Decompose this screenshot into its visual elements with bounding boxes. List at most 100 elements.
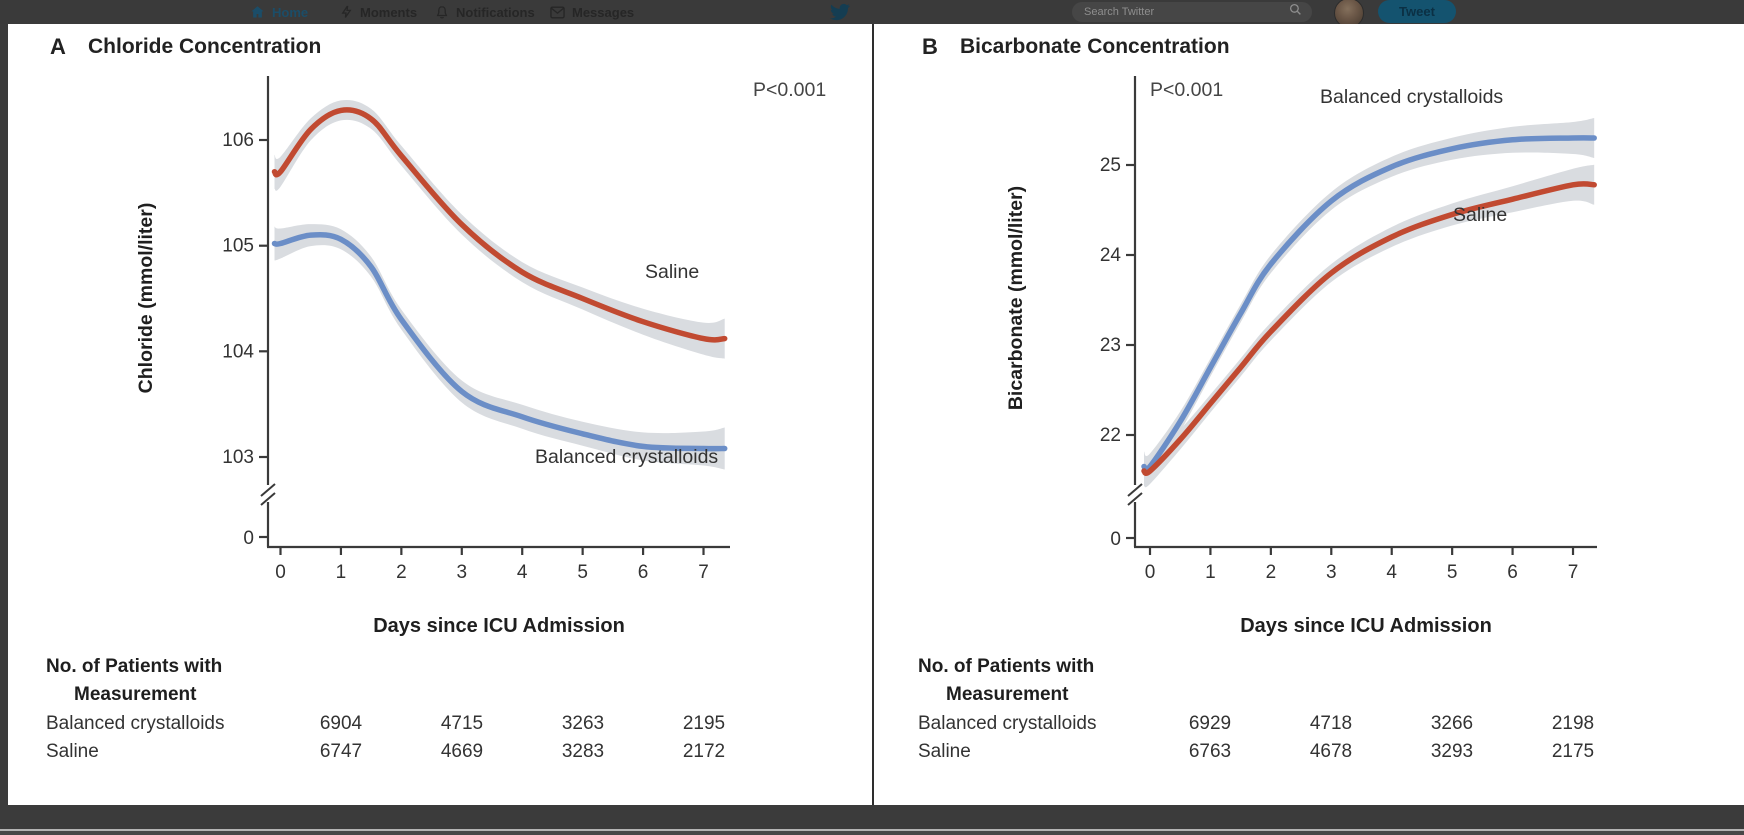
x-tick-label: 4 xyxy=(1386,562,1397,583)
y-tick-label: 22 xyxy=(1100,425,1121,446)
figure-left-margin xyxy=(0,24,8,805)
figure-image: A Chloride Concentration B Bicarbonate C… xyxy=(0,24,1744,835)
y-axis-title: Bicarbonate (mmol/liter) xyxy=(1005,186,1027,410)
y-tick-label: 103 xyxy=(222,447,254,468)
nav-item-messages[interactable]: Messages xyxy=(550,0,634,24)
ci-band-saline xyxy=(274,99,725,359)
table-row-label: Saline xyxy=(46,741,99,762)
curve-saline xyxy=(1141,180,1597,477)
patients-header-line1-b: No. of Patients with xyxy=(918,656,1095,677)
x-tick-label: 2 xyxy=(1266,562,1277,583)
nav-item-label: Moments xyxy=(360,4,418,20)
twitter-logo-icon[interactable] xyxy=(830,2,851,22)
patients-header-line2-a: Measurement xyxy=(74,684,197,705)
x-axis-title: Days since ICU Admission xyxy=(373,615,625,637)
x-tick-label: 7 xyxy=(698,562,709,583)
x-tick-label: 3 xyxy=(1326,562,1337,583)
table-cell: 3263 xyxy=(561,713,605,734)
panel-divider xyxy=(872,24,874,805)
x-tick-label: 0 xyxy=(275,562,286,583)
table-cell: 6904 xyxy=(319,713,363,734)
table-cell: 3293 xyxy=(1430,741,1474,762)
x-tick-label: 5 xyxy=(577,562,588,583)
messages-icon xyxy=(550,6,565,19)
x-tick-label: 1 xyxy=(336,562,347,583)
table-cell: 2175 xyxy=(1551,741,1595,762)
table-cell: 6763 xyxy=(1188,741,1232,762)
table-cell: 4669 xyxy=(440,741,484,762)
search-input[interactable] xyxy=(1082,5,1289,19)
x-axis-title: Days since ICU Admission xyxy=(1240,615,1492,637)
curve-saline xyxy=(271,107,728,343)
table-cell: 4678 xyxy=(1309,741,1353,762)
home-icon xyxy=(250,5,265,19)
table-cell: 2195 xyxy=(682,713,726,734)
y-tick-label: 25 xyxy=(1100,155,1121,176)
curve-label-balanced-crystalloids: Balanced crystalloids xyxy=(1320,86,1503,108)
x-tick-label: 6 xyxy=(638,562,649,583)
y-tick-label: 106 xyxy=(222,130,254,151)
y-tick-label: 104 xyxy=(222,341,254,362)
ci-band-balanced-crystalloids xyxy=(1144,118,1595,484)
x-tick-label: 5 xyxy=(1447,562,1458,583)
x-tick-label: 3 xyxy=(457,562,468,583)
nav-item-notifications[interactable]: Notifications xyxy=(435,0,535,24)
nav-item-home[interactable]: Home xyxy=(250,0,308,24)
table-row-label: Balanced crystalloids xyxy=(46,713,225,734)
table-row-label: Balanced crystalloids xyxy=(918,713,1097,734)
panel-a-plot: 106 105 104 103 00 1 2 3 4 5 6 7 Chloride (mmol/lite… xyxy=(135,76,826,637)
axis-break-gap xyxy=(1131,485,1139,502)
y-tick-label: 105 xyxy=(222,236,254,257)
curve-label-saline: Saline xyxy=(1453,204,1507,226)
moments-icon xyxy=(340,5,353,19)
profile-avatar[interactable] xyxy=(1334,0,1364,24)
x-tick-label: 1 xyxy=(1205,562,1216,583)
table-cell: 2172 xyxy=(682,741,726,762)
x-tick-label: 4 xyxy=(517,562,528,583)
panel-b-title: Bicarbonate Concentration xyxy=(960,35,1230,58)
ci-band-saline xyxy=(1144,164,1595,488)
search-icon xyxy=(1289,3,1302,21)
nav-item-label: Home xyxy=(272,4,309,20)
notifications-icon xyxy=(435,5,449,19)
panel-a-title: Chloride Concentration xyxy=(88,35,322,58)
topbar: Home Moments Notifications Messages Twee… xyxy=(0,0,1744,24)
table-cell: 4718 xyxy=(1309,713,1353,734)
panel-b-letter: B xyxy=(922,34,938,59)
table-row-label: Saline xyxy=(918,741,971,762)
axis-break-slash xyxy=(260,483,276,497)
y-zero-label: 0 xyxy=(243,528,254,549)
table-cell: 3266 xyxy=(1430,713,1474,734)
x-tick-label: 7 xyxy=(1568,562,1579,583)
table-cell: 6929 xyxy=(1188,713,1232,734)
curve-label-saline: Saline xyxy=(645,261,699,283)
curve-balanced-crystalloids xyxy=(1141,135,1597,473)
figure-bottom-edge xyxy=(0,829,1744,835)
y-tick-label: 23 xyxy=(1100,335,1121,356)
p-value-label: P<0.001 xyxy=(753,79,826,101)
y-zero-label: 0 xyxy=(1110,529,1121,550)
nav-item-label: Messages xyxy=(572,4,635,20)
tweet-button[interactable]: Tweet xyxy=(1378,0,1456,23)
y-tick-label: 24 xyxy=(1100,245,1122,266)
search-box xyxy=(1072,2,1312,22)
panel-a-letter: A xyxy=(50,34,66,59)
x-tick-label: 2 xyxy=(396,562,407,583)
patients-header-line2-b: Measurement xyxy=(946,684,1069,705)
patients-header-line1-a: No. of Patients with xyxy=(46,656,223,677)
axis-break-slash xyxy=(260,492,276,506)
x-tick-label: 0 xyxy=(1145,562,1156,583)
axis-break-gap xyxy=(264,485,272,502)
axis-break-slash xyxy=(1127,492,1143,506)
nav-item-moments[interactable]: Moments xyxy=(340,0,417,24)
ci-band-balanced-crystalloids xyxy=(274,224,725,470)
axis-break-slash xyxy=(1127,483,1143,497)
curve-label-balanced-crystalloids: Balanced crystalloids xyxy=(535,446,718,468)
x-tick-label: 6 xyxy=(1507,562,1518,583)
table-cell: 6747 xyxy=(319,741,363,762)
table-cell: 3283 xyxy=(561,741,605,762)
table-cell: 4715 xyxy=(440,713,484,734)
curve-balanced-crystalloids xyxy=(271,231,728,452)
p-value-label: P<0.001 xyxy=(1150,79,1223,101)
